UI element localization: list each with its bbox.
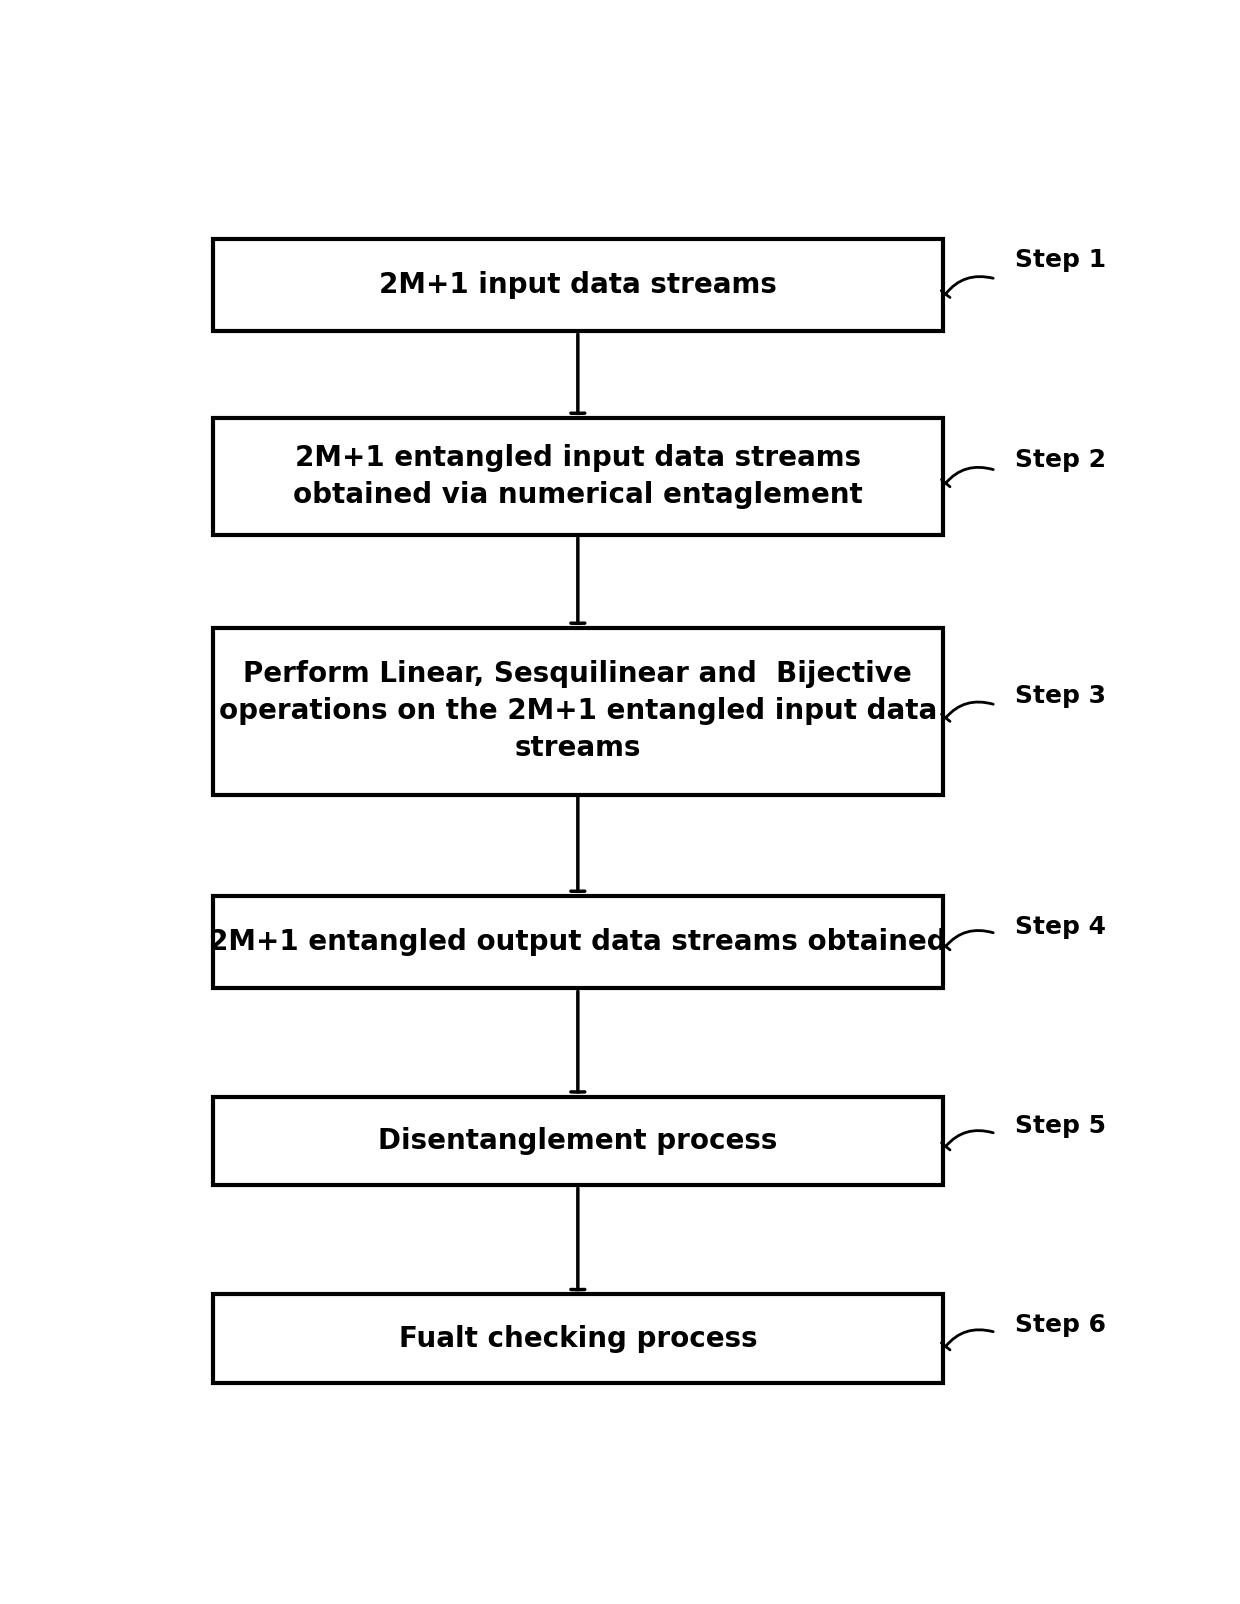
Text: 2M+1 entangled output data streams obtained: 2M+1 entangled output data streams obtai… bbox=[210, 929, 946, 956]
Text: Step 5: Step 5 bbox=[1016, 1115, 1106, 1139]
Bar bbox=[213, 1294, 942, 1383]
Text: Step 3: Step 3 bbox=[1016, 685, 1106, 709]
Bar bbox=[213, 239, 942, 332]
Text: Step 6: Step 6 bbox=[1016, 1314, 1106, 1338]
Text: Disentanglement process: Disentanglement process bbox=[378, 1128, 777, 1155]
Bar bbox=[213, 627, 942, 794]
Text: Perform Linear, Sesquilinear and  Bijective
operations on the 2M+1 entangled inp: Perform Linear, Sesquilinear and Bijecti… bbox=[218, 661, 937, 762]
Text: Step 4: Step 4 bbox=[1016, 916, 1106, 940]
Bar bbox=[213, 419, 942, 536]
Bar bbox=[213, 1097, 942, 1185]
Text: 2M+1 entangled input data streams
obtained via numerical entaglement: 2M+1 entangled input data streams obtain… bbox=[293, 444, 863, 508]
Text: Step 2: Step 2 bbox=[1016, 449, 1106, 473]
Text: Fualt checking process: Fualt checking process bbox=[398, 1325, 758, 1352]
Bar bbox=[213, 897, 942, 988]
Text: Step 1: Step 1 bbox=[1016, 249, 1106, 273]
Text: 2M+1 input data streams: 2M+1 input data streams bbox=[379, 271, 776, 298]
